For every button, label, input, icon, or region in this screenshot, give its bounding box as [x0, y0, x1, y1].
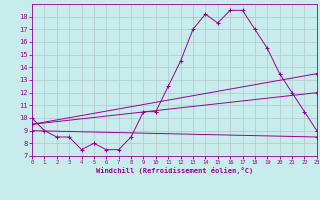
X-axis label: Windchill (Refroidissement éolien,°C): Windchill (Refroidissement éolien,°C)	[96, 167, 253, 174]
